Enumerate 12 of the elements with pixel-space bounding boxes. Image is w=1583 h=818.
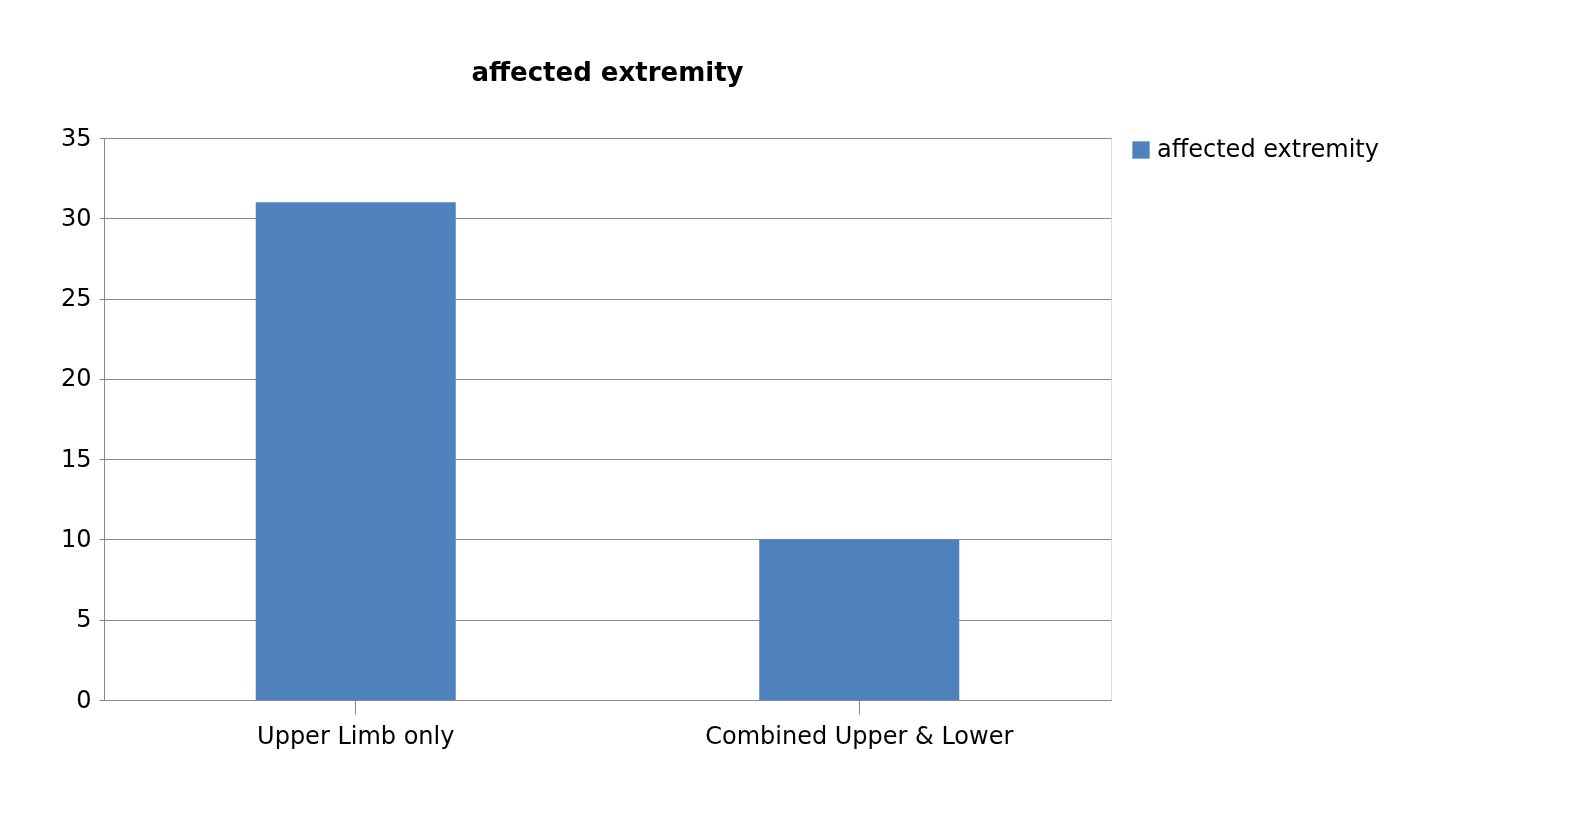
x-tick-label: Combined Upper & Lower xyxy=(705,721,1014,750)
y-tick-label: 35 xyxy=(60,123,92,152)
y-tick-label: 5 xyxy=(76,605,92,634)
x-tick-label: Upper Limb only xyxy=(257,721,455,750)
y-tick-label: 15 xyxy=(60,444,92,473)
y-tick-label: 20 xyxy=(60,364,92,393)
y-tick-label: 10 xyxy=(60,524,92,553)
chart-title: affected extremity xyxy=(471,57,744,87)
y-tick-label: 30 xyxy=(60,203,92,232)
y-tick-label: 0 xyxy=(76,685,92,714)
y-tick-label: 25 xyxy=(60,284,92,313)
legend-label: affected extremity xyxy=(1157,135,1379,163)
